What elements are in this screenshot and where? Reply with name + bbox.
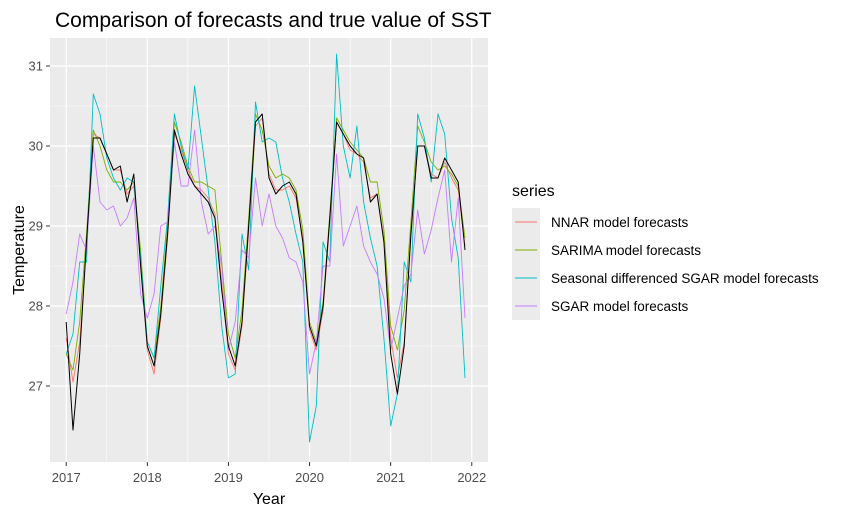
x-tick-label: 2019 (214, 470, 243, 485)
y-axis-title: Temperature (11, 205, 28, 295)
legend: series NNAR model forecasts SARIMA model … (512, 183, 819, 320)
legend-label: NNAR model forecasts (551, 215, 689, 230)
x-tick-label: 2022 (457, 470, 486, 485)
legend-label: SGAR model forecasts (551, 299, 689, 314)
y-axis: 27 28 29 30 31 (29, 59, 50, 394)
series-line-3 (65, 53, 466, 443)
actual-sst-line (65, 113, 466, 431)
x-tick-label: 2018 (133, 470, 162, 485)
legend-title: series (512, 183, 555, 200)
y-tick-label: 27 (29, 379, 43, 394)
legend-label: Seasonal differenced SGAR model forecast… (551, 271, 819, 286)
x-tick-label: 2020 (295, 470, 324, 485)
y-tick-label: 29 (29, 219, 43, 234)
grid-lines (50, 38, 488, 462)
series-lines (65, 53, 466, 443)
chart-title: Comparison of forecasts and true value o… (55, 9, 492, 32)
legend-label: SARIMA model forecasts (551, 243, 701, 258)
y-tick-label: 31 (29, 59, 43, 74)
x-tick-label: 2017 (52, 470, 81, 485)
x-axis-title: Year (253, 491, 286, 508)
x-axis: 2017 2018 2019 2020 2021 2022 (52, 462, 486, 485)
series-line-4 (65, 129, 466, 375)
x-tick-label: 2021 (376, 470, 405, 485)
y-tick-label: 30 (29, 139, 43, 154)
y-tick-label: 28 (29, 299, 43, 314)
